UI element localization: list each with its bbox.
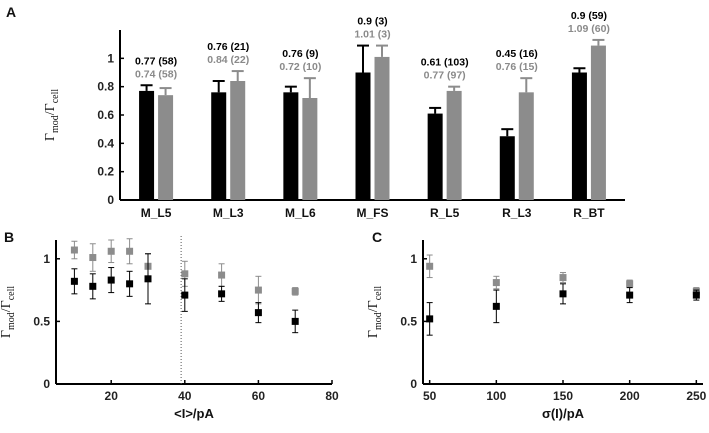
panel-b-x-label: <I>/pA bbox=[174, 406, 214, 421]
panel-b-point-black bbox=[218, 290, 226, 298]
panel-a-category-label: M_L6 bbox=[285, 206, 316, 220]
panel-c-point-black bbox=[492, 302, 500, 310]
panel-a-data-label-gray: 0.76 (15) bbox=[496, 61, 538, 73]
panel-a-data-label-gray: 0.74 (58) bbox=[135, 68, 177, 80]
panel-c-x-label: σ(I)/pA bbox=[542, 406, 585, 421]
panel-a-y-tick-label: 0.4 bbox=[97, 136, 114, 150]
panel-a-bar-gray bbox=[446, 90, 462, 200]
panel-b-point-black bbox=[70, 277, 78, 285]
panel-a-data-label-black: 0.76 (21) bbox=[207, 41, 249, 53]
panel-b-letter: B bbox=[4, 229, 14, 245]
panel-c-point-black bbox=[559, 290, 567, 298]
panel-b-x-tick-label: 80 bbox=[325, 389, 339, 403]
panel-a-data-label-gray: 0.84 (22) bbox=[207, 54, 249, 66]
panel-b-y-tick-label: 0 bbox=[43, 377, 50, 391]
panel-c-point-gray bbox=[426, 262, 434, 270]
panel-c-x-tick-label: 150 bbox=[553, 389, 573, 403]
panel-a-category-label: R_L3 bbox=[502, 206, 532, 220]
panel-a-y-tick-label: 0.2 bbox=[97, 165, 114, 179]
panel-a-data-label-gray: 1.09 (60) bbox=[568, 23, 610, 35]
panel-b-point-gray bbox=[254, 286, 262, 294]
panel-a-data-label-black: 0.9 (3) bbox=[357, 16, 387, 28]
panel-a-data-label-black: 0.61 (103) bbox=[421, 57, 469, 69]
panel-b-point-gray bbox=[107, 247, 115, 255]
panel-b-point-gray bbox=[181, 270, 189, 278]
panel-b-point-black bbox=[107, 276, 115, 284]
panel-a-data-label-gray: 1.01 (3) bbox=[354, 29, 390, 41]
panel-b-point-gray bbox=[291, 287, 299, 295]
panel-a-bar-gray bbox=[590, 45, 606, 201]
panel-b-x-tick-label: 20 bbox=[105, 389, 119, 403]
panel-a-category-label: M_L3 bbox=[213, 206, 244, 220]
panel-a-bar-gray bbox=[158, 95, 174, 200]
panel-a-letter: A bbox=[6, 4, 16, 20]
panel-a-bar-gray bbox=[518, 92, 534, 200]
panel-b-point-gray bbox=[218, 271, 226, 279]
panel-b-x-tick-label: 60 bbox=[252, 389, 266, 403]
panel-b-point-black bbox=[89, 282, 97, 290]
panel-c-point-black bbox=[426, 315, 434, 323]
panel-a-bar-black bbox=[355, 72, 371, 200]
panel-c-x-tick-label: 200 bbox=[620, 389, 640, 403]
panel-c-point-gray bbox=[559, 274, 567, 282]
panel-b-y-label: Γmod/Γcell bbox=[0, 286, 17, 339]
panel-c-y-tick-label: 0 bbox=[410, 377, 417, 391]
panel-b-point-black bbox=[144, 275, 152, 283]
panel-c-y-label: Γmod/Γcell bbox=[366, 286, 384, 339]
panel-b-point-gray bbox=[89, 254, 97, 262]
panel-b-y-tick-label: 0.5 bbox=[33, 314, 50, 328]
panel-c-letter: C bbox=[372, 229, 382, 245]
panel-a-bar-black bbox=[427, 113, 443, 200]
panel-a-data-label-gray: 0.72 (10) bbox=[279, 61, 321, 73]
panel-a-bar-black bbox=[139, 90, 155, 200]
panel-a-y-tick-label: 1 bbox=[107, 51, 114, 65]
panel-c-x-tick-label: 250 bbox=[686, 389, 706, 403]
panel-c-point-gray bbox=[492, 279, 500, 287]
panel-a-bar-black bbox=[571, 72, 587, 200]
panel-a-category-label: M_FS bbox=[356, 206, 388, 220]
panel-a-bar-black bbox=[499, 136, 515, 200]
panel-a-data-label-black: 0.45 (16) bbox=[496, 48, 538, 60]
panel-c-point-black bbox=[692, 291, 700, 299]
panel-a-data-label-gray: 0.77 (97) bbox=[424, 70, 466, 82]
panel-a-y-tick-label: 0.8 bbox=[97, 80, 114, 94]
panel-a-bar-black bbox=[211, 92, 227, 200]
panel-c-point-black bbox=[626, 291, 634, 299]
panel-a-y-tick-label: 0 bbox=[107, 193, 114, 207]
panel-b-point-black bbox=[291, 317, 299, 325]
panel-c-y-tick-label: 0.5 bbox=[400, 314, 417, 328]
panel-b-point-gray bbox=[70, 246, 78, 254]
panel-a-category-label: M_L5 bbox=[141, 206, 172, 220]
panel-b-point-black bbox=[254, 309, 262, 317]
panel-b-x-tick-label: 40 bbox=[178, 389, 192, 403]
panel-a-data-label-black: 0.9 (59) bbox=[571, 10, 607, 22]
panel-a-data-label-black: 0.77 (58) bbox=[135, 55, 177, 67]
panel-b-point-black bbox=[126, 280, 134, 288]
panel-a-y-label: Γmod/Γcell bbox=[43, 89, 61, 142]
panel-a-data-label-black: 0.76 (9) bbox=[282, 48, 318, 60]
panel-b-point-gray bbox=[126, 247, 134, 255]
panel-c-point-gray bbox=[626, 280, 634, 288]
panel-a-category-label: R_BT bbox=[573, 206, 605, 220]
panel-b-y-tick-label: 1 bbox=[43, 252, 50, 266]
panel-c-x-tick-label: 50 bbox=[423, 389, 437, 403]
panel-c-x-tick-label: 100 bbox=[486, 389, 506, 403]
panel-a-bar-gray bbox=[374, 56, 390, 200]
panel-b-point-black bbox=[181, 291, 189, 299]
panel-a-category-label: R_L5 bbox=[430, 206, 460, 220]
panel-a-bar-black bbox=[283, 92, 299, 200]
panel-a-bar-gray bbox=[302, 98, 318, 200]
panel-a-y-tick-label: 0.6 bbox=[97, 108, 114, 122]
panel-c-y-tick-label: 1 bbox=[410, 252, 417, 266]
panel-a-bar-gray bbox=[230, 81, 246, 200]
